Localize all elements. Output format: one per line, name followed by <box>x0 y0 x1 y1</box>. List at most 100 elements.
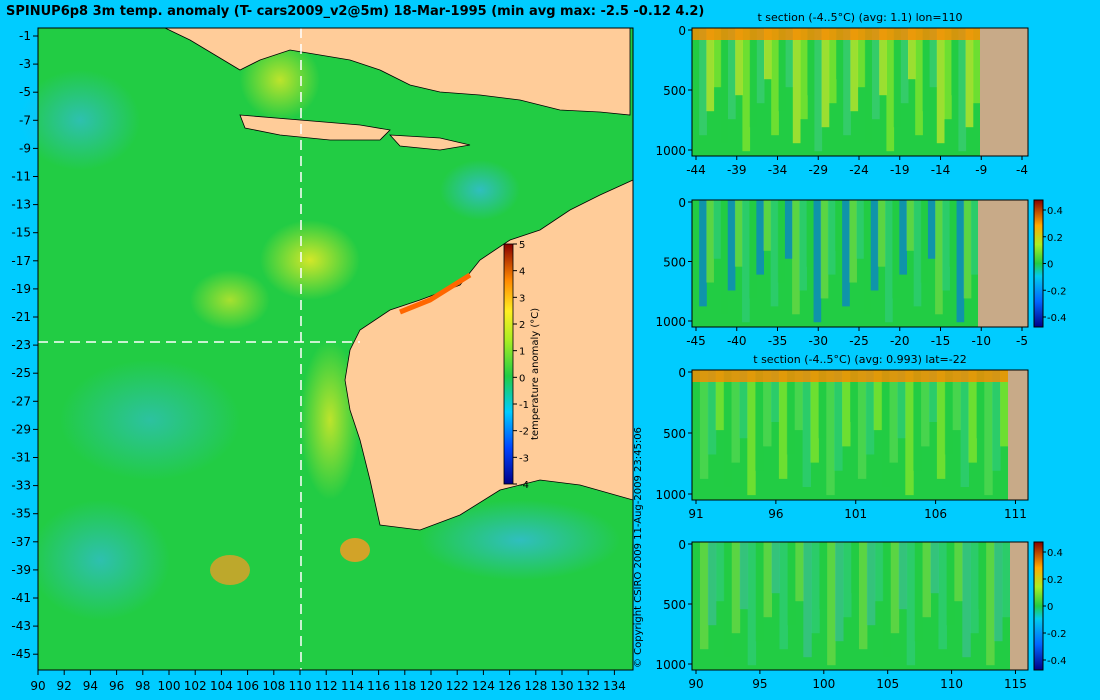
section-x-tick-label: 91 <box>688 507 703 520</box>
map-y-tick-label: -23 <box>11 338 31 352</box>
section-band <box>731 542 741 634</box>
section-colorbar-tick: 0.4 <box>1047 548 1063 559</box>
section-band <box>778 370 788 479</box>
section-colorbar-tick: -0.2 <box>1047 286 1067 297</box>
section-band <box>963 200 972 299</box>
section-x-tick-label: -34 <box>768 163 788 177</box>
section-band <box>792 28 801 144</box>
section-colorbar-tick: 0 <box>1047 260 1053 271</box>
section-band <box>778 28 787 112</box>
section-band <box>835 542 844 642</box>
map-y-tick-label: -3 <box>19 57 31 71</box>
map-y-tick-label: -13 <box>11 198 31 212</box>
surface-warm-layer <box>692 28 980 40</box>
section-band <box>715 370 725 431</box>
map-y-tick-label: -21 <box>11 310 31 324</box>
section-band <box>962 542 971 658</box>
section-title: t section (-4..5°C) (avg: 1.1) lon=110 <box>757 11 962 24</box>
section-y-tick-label: 0 <box>678 366 686 380</box>
section-band <box>879 28 887 96</box>
section-band <box>739 542 749 610</box>
section-x-tick-label: 101 <box>844 507 867 520</box>
section-band <box>747 370 756 496</box>
map-x-axis: 90 92 94 96 98 100 102 104 106 108 110 112 114 116 118… <box>30 670 626 693</box>
section-band <box>799 200 807 291</box>
section-band <box>929 370 938 422</box>
section-band <box>857 370 867 479</box>
section-x-tick-label: -4 <box>1016 163 1028 177</box>
section-band <box>842 200 850 307</box>
colorbar-tick-label: -1 <box>519 400 529 411</box>
map-y-tick-label: -35 <box>11 507 31 521</box>
section-band <box>992 370 1001 471</box>
map-y-tick-label: -7 <box>19 113 31 127</box>
map-y-tick-label: -29 <box>11 422 31 436</box>
section-band <box>873 370 883 431</box>
map-y-tick-label: -41 <box>11 591 31 605</box>
map-y-tick-label: -9 <box>19 141 31 155</box>
section-band <box>763 370 772 447</box>
section-band <box>742 200 750 323</box>
section-panel-4: 0500100090951001051101150.40.20-0.2-0.4v… <box>655 538 1066 691</box>
section-band <box>755 542 765 642</box>
map-x-tick-label: 130 <box>551 679 574 693</box>
section-x-tick-label: -39 <box>727 163 747 177</box>
section-band <box>921 370 930 447</box>
section-y-tick-label: 500 <box>663 84 686 98</box>
map-y-tick-label: -31 <box>11 451 31 465</box>
section-band <box>908 28 916 80</box>
section-band <box>747 542 757 666</box>
section-band <box>874 542 884 602</box>
section-band <box>978 542 987 610</box>
section-x-tick-label: 95 <box>752 677 767 691</box>
section-band <box>834 370 843 471</box>
section-band <box>899 200 907 275</box>
section-band <box>827 200 836 275</box>
section-x-tick-label: 111 <box>1004 507 1027 520</box>
section-band <box>836 28 844 80</box>
section-colorbar-tick: 0.2 <box>1047 575 1063 586</box>
section-band <box>944 370 954 455</box>
section-band <box>784 200 793 259</box>
section-y-tick-label: 500 <box>663 427 686 441</box>
section-y-tick-label: 1000 <box>655 658 686 672</box>
section-band <box>851 542 860 594</box>
section-band <box>749 28 758 128</box>
section-band <box>756 200 764 275</box>
section-band <box>723 542 733 658</box>
map-y-tick-label: -45 <box>11 647 31 661</box>
section-y-tick-label: 0 <box>678 538 686 552</box>
section-band <box>882 542 892 658</box>
main-title: SPINUP6p8 3m temp. anomaly (T- cars2009_… <box>6 4 705 19</box>
section-band <box>699 200 707 307</box>
section-band <box>734 200 743 267</box>
map-x-tick-label: 132 <box>577 679 600 693</box>
section-band <box>771 28 779 136</box>
section-band <box>771 370 780 422</box>
section-band <box>785 28 794 88</box>
section-band <box>802 370 811 487</box>
section-x-tick-label: -5 <box>1016 334 1028 348</box>
section-band <box>944 28 952 120</box>
section-band <box>970 200 979 275</box>
section-band <box>699 28 707 136</box>
section-band <box>858 542 868 650</box>
section-band <box>856 200 865 259</box>
section-band <box>889 370 898 463</box>
section-x-tick-label: -35 <box>768 334 788 348</box>
section-frame <box>691 369 1029 501</box>
map-x-tick-label: 106 <box>236 679 259 693</box>
section-band <box>820 200 829 299</box>
colorbar-tick-label: 3 <box>519 293 525 304</box>
section-band <box>843 542 852 618</box>
map-x-tick-label: 104 <box>210 679 233 693</box>
section-band <box>764 28 772 80</box>
map-x-tick-label: 122 <box>446 679 469 693</box>
section-band <box>720 200 729 315</box>
section-y-tick-label: 500 <box>663 256 686 270</box>
section-x-tick-label: -19 <box>890 163 910 177</box>
section-band <box>942 200 950 291</box>
section-band <box>870 200 879 291</box>
map-y-axis: -1 -3 -5 -7 -9 -11 -13 -15 -17 -19 -21 -23 -25 -27 -29… <box>11 29 38 661</box>
section-band <box>968 370 977 463</box>
